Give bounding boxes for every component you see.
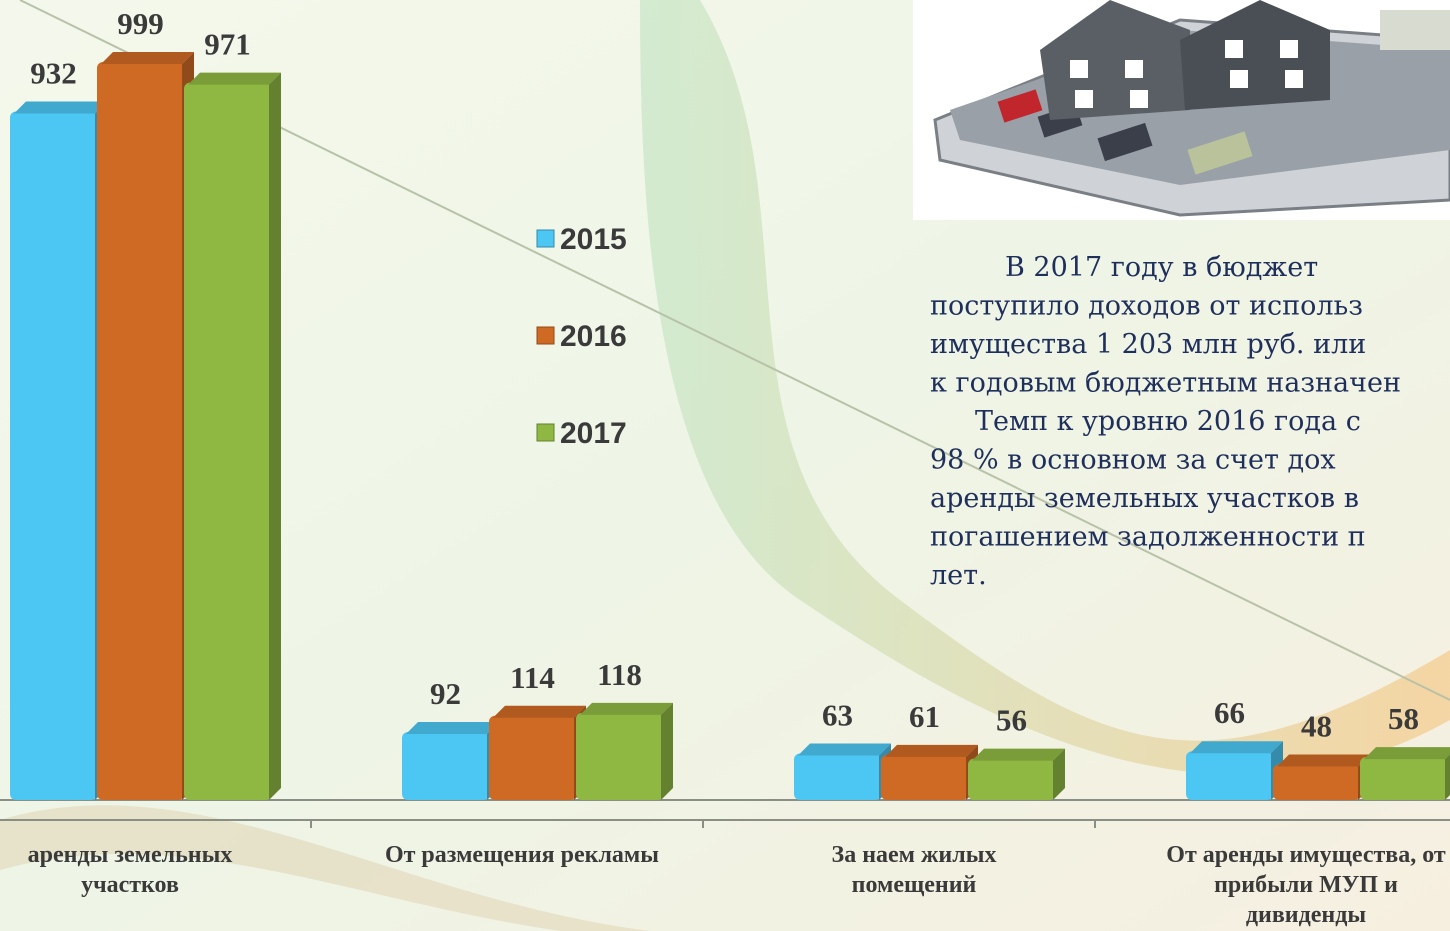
data-label: 48 bbox=[1301, 709, 1332, 744]
bar bbox=[1186, 751, 1273, 800]
data-label: 971 bbox=[204, 27, 251, 62]
bar-top bbox=[406, 722, 499, 735]
bar bbox=[184, 82, 271, 800]
legend-swatch bbox=[536, 229, 555, 248]
bar bbox=[576, 712, 663, 800]
bar bbox=[1360, 757, 1447, 800]
paragraph-line: Темп к уровню 2016 года с bbox=[975, 406, 1361, 437]
bar-top bbox=[188, 72, 281, 85]
bar-top bbox=[798, 743, 891, 756]
bar bbox=[881, 754, 968, 800]
data-label: 932 bbox=[30, 55, 77, 90]
x-tick-label: За наем жилых bbox=[832, 842, 997, 868]
x-tick-label: помещений bbox=[852, 872, 977, 898]
legend-swatch bbox=[536, 326, 555, 345]
bar-top bbox=[885, 744, 978, 757]
bar bbox=[489, 715, 576, 800]
data-label: 56 bbox=[996, 703, 1027, 738]
legend-label: 2016 bbox=[560, 320, 627, 353]
data-label: 118 bbox=[597, 657, 642, 692]
x-tick-label: От аренды имущества, от bbox=[1166, 842, 1446, 868]
bar-top bbox=[1364, 747, 1450, 760]
swirl bbox=[0, 805, 650, 931]
bar-top bbox=[1190, 741, 1283, 754]
bar bbox=[968, 758, 1055, 800]
paragraph-line: лет. bbox=[930, 560, 987, 591]
bar bbox=[402, 732, 489, 800]
bar-top bbox=[580, 702, 673, 715]
bar-top bbox=[101, 52, 194, 64]
swirl bbox=[640, 0, 1450, 775]
data-label: 114 bbox=[510, 660, 555, 695]
bar bbox=[97, 62, 184, 800]
paragraph-line: имущества 1 203 млн руб. или bbox=[930, 329, 1366, 360]
x-tick-label: дивиденды bbox=[1246, 902, 1367, 928]
bar-side bbox=[1445, 754, 1450, 800]
bar-side bbox=[1053, 748, 1065, 800]
data-label: 58 bbox=[1388, 701, 1419, 736]
data-label: 63 bbox=[822, 697, 853, 732]
bar-top bbox=[493, 705, 586, 718]
x-tick-label: прибыли МУП и bbox=[1214, 872, 1398, 898]
x-tick-label: аренды земельных bbox=[28, 842, 233, 868]
bar-top bbox=[14, 101, 107, 114]
bar-side bbox=[661, 702, 673, 800]
paragraph-line: 98 % в основном за счет дох bbox=[930, 445, 1336, 476]
data-label: 61 bbox=[909, 699, 940, 734]
bar-top bbox=[972, 748, 1065, 761]
paragraph-line: погашением задолженности п bbox=[930, 522, 1366, 553]
paragraph-line: В 2017 году в бюджет bbox=[1005, 252, 1318, 283]
bar-side bbox=[269, 72, 281, 800]
bar-top bbox=[1277, 754, 1370, 767]
data-label: 66 bbox=[1214, 695, 1245, 730]
legend-label: 2017 bbox=[560, 417, 627, 450]
bar bbox=[1273, 764, 1360, 800]
legend-swatch bbox=[536, 423, 555, 442]
picture bbox=[913, 0, 1450, 220]
data-label: 999 bbox=[117, 6, 164, 41]
paragraph-line: аренды земельных участков в bbox=[930, 483, 1359, 514]
paragraph-line: поступило доходов от использ bbox=[930, 291, 1363, 322]
bar bbox=[794, 753, 881, 800]
paragraph-line: к годовым бюджетным назначен bbox=[930, 368, 1401, 399]
x-tick-label: От размещения рекламы bbox=[385, 842, 659, 868]
x-tick-label: участков bbox=[81, 872, 179, 898]
bar bbox=[10, 111, 97, 801]
data-label: 92 bbox=[430, 676, 461, 711]
legend-label: 2015 bbox=[560, 223, 627, 256]
